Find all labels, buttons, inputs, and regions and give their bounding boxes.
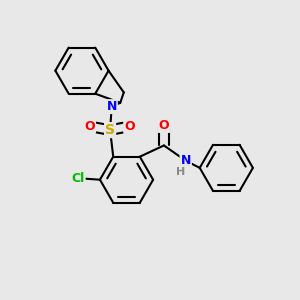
Text: S: S: [105, 123, 115, 137]
Text: O: O: [124, 120, 135, 133]
Text: O: O: [159, 119, 169, 132]
Text: O: O: [85, 120, 95, 133]
Text: N: N: [181, 154, 191, 167]
Text: H: H: [176, 167, 186, 177]
Text: N: N: [106, 100, 117, 113]
Text: Cl: Cl: [71, 172, 85, 185]
